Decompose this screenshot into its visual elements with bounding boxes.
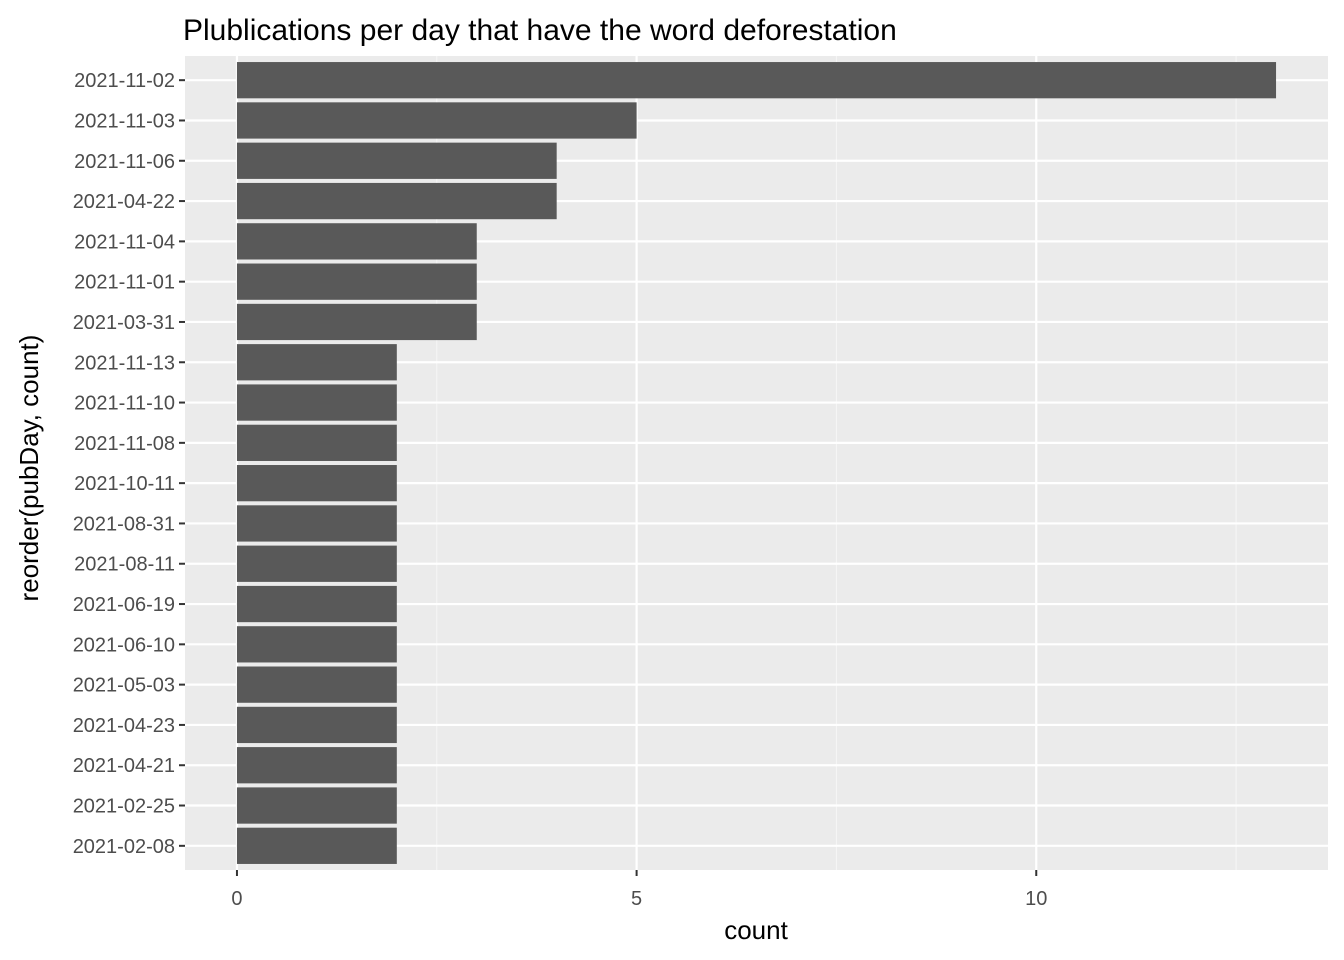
x-tick-label: 0 [231, 888, 242, 910]
bar-2021-11-03 [236, 102, 637, 139]
x-axis: 0 5 10 [231, 870, 1047, 910]
y-tick-label: 2021-10-11 [74, 473, 175, 495]
y-tick-label: 2021-08-31 [73, 513, 175, 535]
y-tick-label: 2021-03-31 [73, 312, 175, 334]
bar-2021-02-25 [236, 787, 397, 824]
bar-2021-10-11 [236, 465, 397, 502]
y-tick-label: 2021-06-10 [73, 634, 175, 656]
bars [236, 62, 1277, 864]
y-tick-label: 2021-06-19 [73, 594, 175, 616]
y-tick-label: 2021-04-22 [73, 191, 175, 213]
bar-2021-08-31 [236, 505, 397, 542]
bar-2021-05-03 [236, 666, 397, 703]
y-axis-title: reorder(pubDay, count) [14, 335, 44, 602]
bar-2021-11-06 [236, 142, 557, 179]
y-tick-label: 2021-11-06 [74, 151, 175, 173]
bar-2021-11-01 [236, 263, 477, 300]
bar-2021-06-19 [236, 585, 397, 623]
bar-2021-11-08 [236, 424, 397, 461]
y-tick-label: 2021-02-25 [73, 796, 175, 818]
bar-2021-04-23 [236, 706, 397, 744]
y-tick-label: 2021-08-11 [74, 554, 175, 576]
y-tick-label: 2021-11-04 [74, 231, 175, 253]
y-tick-label: 2021-05-03 [73, 675, 175, 697]
x-tick-label: 10 [1025, 888, 1047, 910]
x-tick-label: 5 [631, 888, 642, 910]
bar-2021-04-21 [236, 747, 397, 784]
y-tick-label: 2021-11-02 [74, 70, 175, 92]
chart-title: Plublications per day that have the word… [183, 14, 897, 47]
y-tick-label: 2021-11-13 [74, 352, 175, 374]
y-tick-label: 2021-11-01 [74, 272, 175, 294]
y-tick-label: 2021-04-21 [73, 755, 175, 777]
bar-2021-11-02 [236, 62, 1277, 99]
y-axis: 2021-11-02 2021-11-03 2021-11-06 2021-04-22… [73, 70, 185, 858]
y-tick-label: 2021-04-23 [73, 715, 175, 737]
x-axis-title: count [724, 915, 788, 945]
y-tick-label: 2021-11-10 [74, 393, 175, 415]
bar-2021-03-31 [236, 303, 477, 341]
bar-2021-11-13 [236, 344, 397, 381]
y-tick-label: 2021-02-08 [73, 836, 175, 858]
bar-2021-11-04 [236, 223, 477, 260]
y-tick-label: 2021-11-03 [74, 110, 175, 132]
bar-2021-11-10 [236, 384, 397, 421]
bar-2021-06-10 [236, 626, 397, 663]
bar-2021-02-08 [236, 827, 397, 864]
y-tick-label: 2021-11-08 [74, 433, 175, 455]
bar-2021-04-22 [236, 182, 557, 220]
bar-2021-08-11 [236, 545, 397, 582]
